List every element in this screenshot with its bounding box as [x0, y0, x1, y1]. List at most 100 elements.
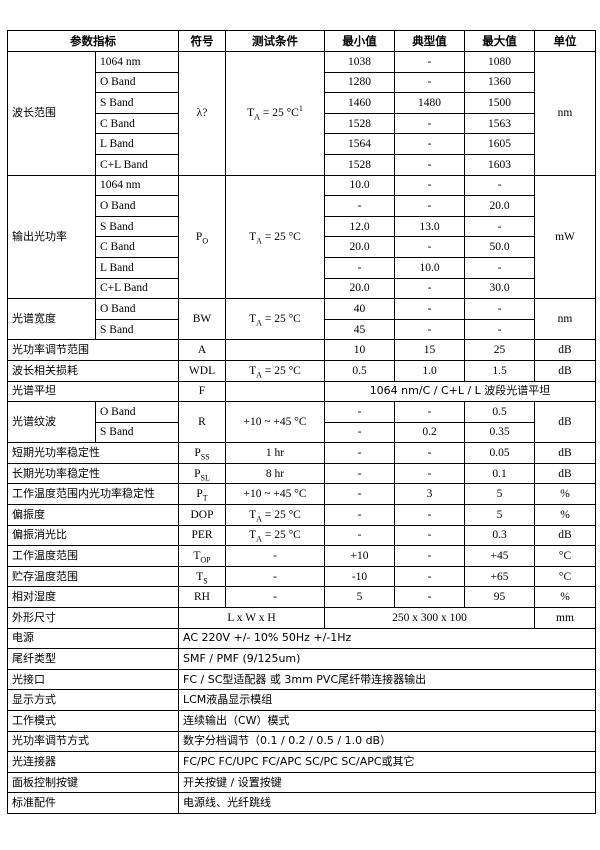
header-cell: 最大值 [464, 30, 535, 52]
param-name: 贮存温度范围 [7, 565, 179, 588]
min-value: - [324, 401, 395, 423]
table-row: 光功率调节范围 A 10 15 25 dB [7, 339, 596, 361]
spec-value: SMF / PMF (9/125um) [178, 648, 596, 670]
symbol: TOP [178, 545, 226, 567]
typ-value: - [394, 195, 465, 217]
band-label: C+L Band [95, 153, 179, 176]
symbol: PO [178, 174, 226, 300]
symbol: PER [178, 524, 226, 547]
max-value: 0.1 [464, 462, 535, 485]
spec-value: AC 220V +/- 10% 50Hz +/-1Hz [178, 627, 596, 650]
min-value: - [324, 462, 395, 485]
param-name: 光谱纹波 [7, 401, 96, 444]
max-value: 25 [464, 339, 535, 361]
test-condition: TA = 25 °C [225, 359, 325, 382]
table-row: 输出光功率 1064 nm PO TA = 25 °C 10.0- - mW [7, 174, 596, 300]
text-post: = 25 °C [261, 313, 301, 326]
min-value: 10 [324, 339, 395, 361]
table-row: O Band - -20.0 [8, 195, 596, 217]
header-cell: 测试条件 [225, 30, 325, 52]
text-sup: 1 [298, 104, 303, 114]
typ-value: 1.0 [394, 359, 465, 382]
test-condition: +10 ~ +45 °C [225, 483, 325, 506]
table-row: 偏振消光比 PER TA = 25 °C - -0.3 dB [7, 524, 596, 547]
table-row: 相对湿度 RH -5-95% [7, 586, 596, 609]
unit: dB [534, 359, 596, 382]
max-value: 1360 [464, 71, 535, 94]
table-row: 外形尺寸 L x W x H 250 x 300 x 100 mm [7, 607, 596, 629]
test-condition: 8 hr [225, 462, 325, 485]
max-value: 1080 [464, 51, 535, 73]
band-label: O Band [95, 298, 179, 320]
table-row: C+L Band 20.0-30.0 [8, 277, 596, 300]
min-value: 0.5 [324, 359, 395, 382]
symbol: DOP [178, 504, 226, 526]
text-sub: A [256, 514, 262, 524]
table-row: 偏振度 DOP TA = 25 °C - -5% [7, 504, 596, 526]
spec-value: 连续输出（CW）模式 [178, 710, 596, 732]
min-value: 40 [324, 298, 395, 320]
max-value: 0.35 [464, 421, 535, 444]
dimension-label: L x W x H [178, 607, 325, 629]
symbol: PT [178, 483, 226, 506]
max-value: 1605 [464, 133, 535, 155]
min-value: 45 [324, 318, 395, 341]
typ-value: - [394, 462, 465, 485]
unit: % [534, 504, 596, 526]
table-row: S Band -0.2 0.35 [8, 421, 596, 444]
text-sub: A [256, 534, 262, 544]
max-value: 1563 [464, 112, 535, 135]
table-row: 光功率调节方式 数字分档调节（0.1 / 0.2 / 0.5 / 1.0 dB） [7, 730, 596, 753]
header-cell: 单位 [534, 30, 596, 52]
min-value: 20.0 [324, 277, 395, 300]
text-sub: SS [200, 452, 210, 462]
typ-value: - [394, 401, 465, 423]
max-value: - [464, 298, 535, 320]
table-row: 波长相关损耗 WDL TA = 25 °C 0.5 1.0 1.5 dB [7, 359, 596, 382]
text-pre: T [247, 107, 255, 120]
param-name: 工作温度范围 [7, 545, 179, 567]
text-sub: O [202, 236, 209, 246]
param-name: 外形尺寸 [7, 607, 179, 629]
min-value: - [324, 195, 395, 217]
min-value: - [324, 524, 395, 547]
max-value: - [464, 215, 535, 238]
min-value: 1280 [324, 71, 395, 94]
min-value: 5 [324, 586, 395, 609]
param-name: 显示方式 [7, 689, 179, 711]
table-row: 显示方式 LCM液晶显示模组 [7, 689, 596, 711]
text-sub: T [202, 493, 208, 503]
typ-value: - [394, 504, 465, 526]
param-name: 长期光功率稳定性 [7, 462, 179, 485]
max-value: 95 [464, 586, 535, 609]
param-name: 相对湿度 [7, 586, 179, 609]
param-name: 光功率调节范围 [7, 339, 179, 361]
test-condition: - [225, 545, 325, 567]
unit: °C [534, 565, 596, 588]
text-pre: T [249, 230, 257, 243]
max-value: +65 [464, 565, 535, 588]
param-name: 光功率调节方式 [7, 730, 179, 753]
typ-value: - [394, 236, 465, 258]
min-value: - [324, 421, 395, 444]
symbol: WDL [178, 359, 226, 382]
text-pre: T [196, 570, 204, 583]
test-condition: TA = 25 °C [225, 524, 325, 547]
table-row: 短期光功率稳定性 PSS 1 hr - -0.05 dB [7, 442, 596, 464]
min-value: 1528 [324, 112, 395, 135]
unit: nm [534, 298, 596, 341]
table-row: C Band 20.0-50.0 [8, 236, 596, 258]
spec-value: 开关按键 / 设置按键 [178, 771, 596, 794]
test-condition: TA = 25 °C [225, 504, 325, 526]
spec-value: FC/PC FC/UPC FC/APC SC/PC SC/APC或其它 [178, 751, 596, 773]
text-pre: P [194, 467, 201, 480]
max-value: 5 [464, 483, 535, 506]
band-label: S Band [95, 421, 179, 444]
table-row: O Band 1280-1360 [8, 71, 596, 94]
band-label: O Band [95, 71, 179, 94]
max-value: - [464, 174, 535, 197]
typ-value: - [394, 174, 465, 197]
typ-value: - [394, 586, 465, 609]
text-post: = 25 °C [261, 230, 301, 243]
max-value: 1603 [464, 153, 535, 176]
